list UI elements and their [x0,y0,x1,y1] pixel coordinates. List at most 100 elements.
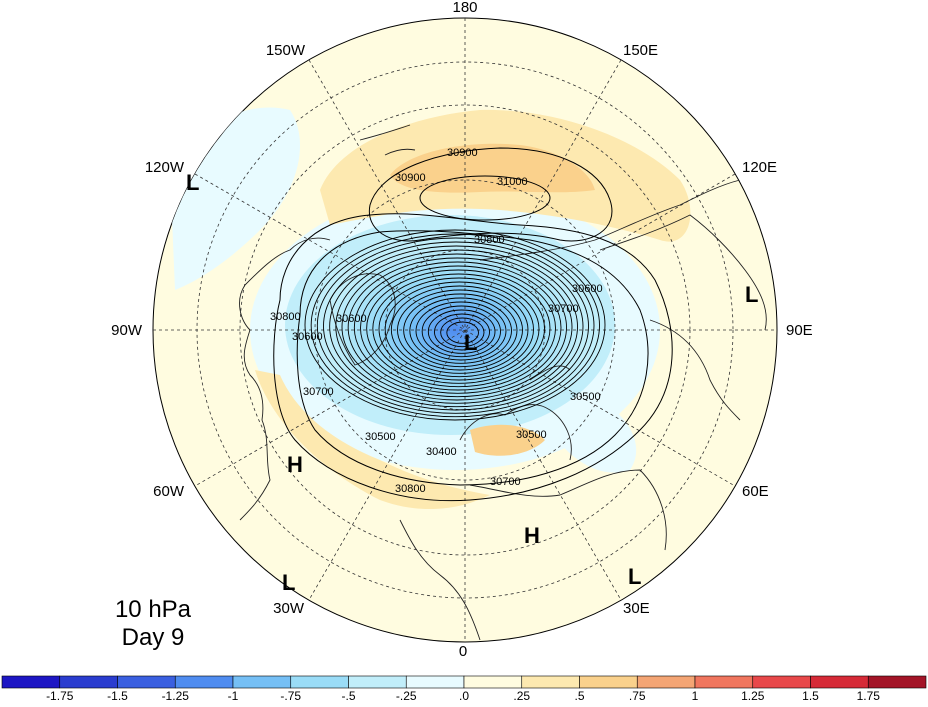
contour-label: 31000 [497,176,528,188]
colorbar-tick-label: -1.75 [46,689,74,702]
contour-label: 30600 [572,283,603,295]
vortex-contour [384,281,534,378]
vortex-contour [347,257,567,398]
vortex-contour [409,297,512,364]
contour-label: 30800 [270,311,301,323]
vortex-contour [360,265,556,391]
contour-label: 30800 [474,234,505,246]
positive-anomaly-south [470,424,545,456]
colorbar-box [752,675,811,689]
low-center-30e: L [628,564,641,589]
meridian-30 [308,59,622,601]
contour-label: 30500 [365,431,396,443]
vortex-contour [372,273,545,384]
lon-label-90w: 90W [111,322,143,339]
vortex-contour [415,301,507,361]
lon-label-150e: 150E [623,42,658,59]
vortex-contour [434,313,490,351]
lon-label-180: 180 [452,0,477,16]
pressure-centers: L L L L L H H [186,170,758,595]
contour-label: 30500 [570,391,601,403]
lon-label-120e: 120E [742,159,777,176]
vortex-contour [446,321,479,344]
contour-label: 30600 [292,331,323,343]
vortex-contour [421,305,501,358]
colorbar-tick-label: 1.75 [857,689,881,702]
graticule [153,18,777,642]
north-america-coast [239,237,331,521]
colorbar-tick-label: 1.5 [802,689,819,702]
contour-label: 30500 [516,429,547,441]
colorbar-box [694,675,754,689]
alaska-coast [359,124,416,156]
lon-label-150w: 150W [266,42,306,59]
longitude-labels: 180 0 90W 90E 150W 150E 120W 120E 60W 60… [111,0,813,660]
colorbar-tick-label: 1.25 [741,689,765,702]
vortex-contour [310,233,600,418]
lon-label-30e: 30E [623,600,650,617]
low-center-pole: L [464,330,477,355]
colorbar-box [463,675,523,689]
level-label: 10 hPa [115,596,192,623]
day-label: Day 9 [122,624,185,651]
colorbar-tick-label: -.25 [396,689,417,702]
contour-label: 30900 [447,147,478,159]
colorbar-tick-label: .25 [513,689,530,702]
contour-30700 [296,230,649,486]
lon-label-60e: 60E [742,483,769,500]
vortex-contour [335,249,578,404]
vortex-contour [316,237,595,414]
greenland-coast [329,273,396,366]
contour-label: 30800 [395,483,426,495]
colorbar-tick-label: .5 [574,689,584,702]
lon-label-90e: 90E [786,322,813,339]
colorbar-box [579,675,638,689]
colorbar-box [348,675,407,689]
vortex-contour [353,261,562,394]
contour-label: 30900 [395,172,426,184]
colorbar-box [174,675,234,689]
vortex-contour [329,245,584,408]
colorbar-tick-label: 1 [692,689,699,702]
colorbar-tick-label: -.5 [341,689,355,702]
contour-30900 [368,147,613,242]
colorbar-box [867,675,927,689]
vortex-contour [403,293,518,368]
colorbar: -1.75 -1.5 -1.25 -1 -.75 -.5 -.25 .0 .25 .5 .75 1 1.… [1,675,927,703]
contour-30800 [273,213,673,502]
colorbar-tick-label: .0 [459,689,469,702]
colorbar-tick-label: -.75 [280,689,301,702]
colorbar-box [521,675,580,689]
colorbar-box [1,675,61,689]
europe-coast [459,365,572,461]
vortex-contour [440,317,485,348]
contour-labels: 30900 30900 31000 30800 30600 30800 3060… [270,147,603,495]
positive-anomaly-southwest [255,370,490,510]
vortex-contour [390,285,529,374]
meridian-60 [194,173,736,487]
vortex-contour [323,241,589,411]
siberia-coast [479,179,741,261]
colorbar-box [636,675,696,689]
vortex-contour [397,289,523,371]
colorbar-box [59,675,118,689]
lon-label-30w: 30W [273,600,305,617]
colorbar-tick-label: -1.5 [107,689,128,702]
high-center-africa: H [524,523,540,548]
colorbar-box [232,675,292,689]
vortex-contour [378,277,540,381]
contour-label: 30700 [548,303,579,315]
contour-label: 30400 [426,446,457,458]
height-contours [273,147,673,502]
vortex-contour [304,229,606,421]
contour-31000 [419,175,551,221]
vortex-contour [427,309,496,354]
colorbar-tick-label: .75 [629,689,646,702]
low-center-120w: L [186,170,199,195]
contour-label: 30700 [303,386,334,398]
colorbar-box [810,675,869,689]
lon-label-60w: 60W [153,483,185,500]
meridian-120 [194,173,736,487]
